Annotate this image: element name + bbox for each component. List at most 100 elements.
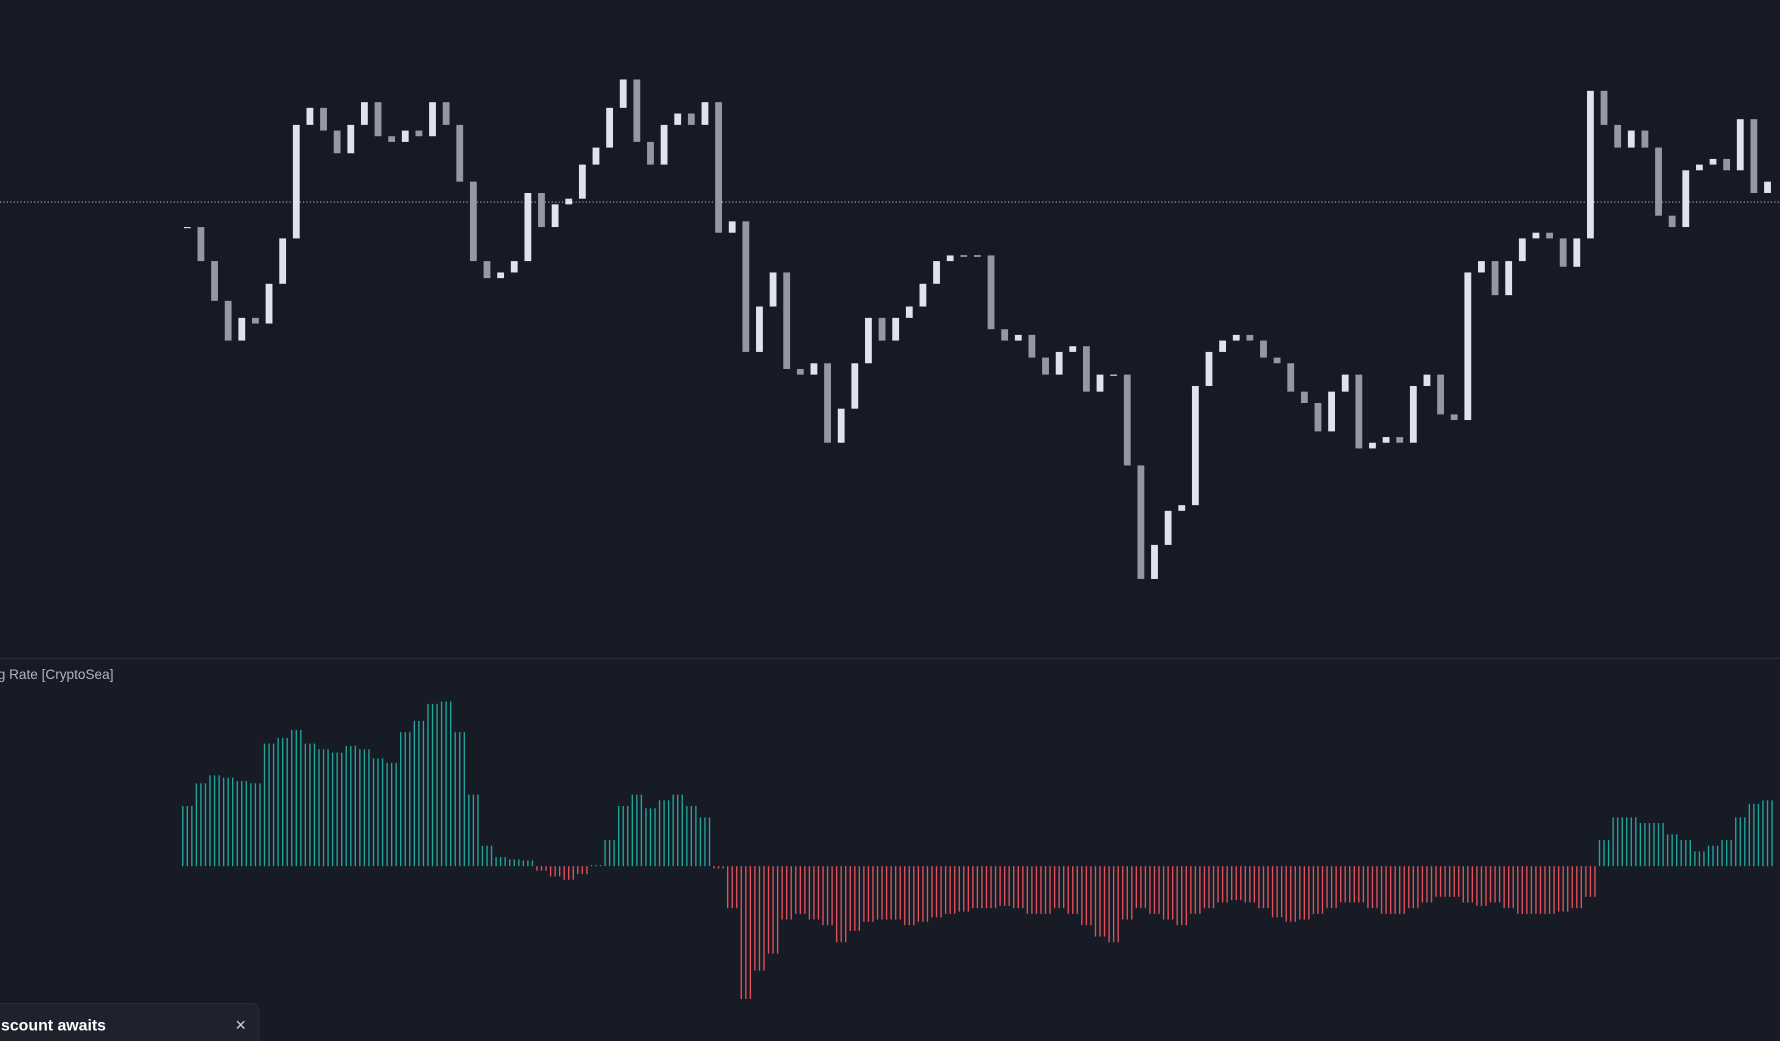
histogram-bar [1190,866,1192,914]
histogram-bar [331,752,334,867]
histogram-bar [241,781,243,867]
histogram-bar [1389,866,1392,914]
histogram-bar [1730,840,1732,867]
histogram-bar [182,806,184,867]
histogram-bar [1099,866,1101,937]
candle [1736,119,1744,171]
histogram-bar [645,808,647,867]
candle [238,317,246,341]
histogram-bar [1417,866,1419,909]
histogram-bar [1744,817,1746,867]
histogram-bar [1144,866,1147,909]
histogram-bar [1226,866,1228,903]
histogram-bar [236,781,238,867]
candle [538,192,545,228]
histogram-bar [200,783,202,867]
histogram-bar [876,866,879,920]
candle [401,130,409,142]
histogram-bar [1707,845,1710,867]
histogram-bar [1680,840,1682,867]
candle [578,164,586,199]
histogram-bar [254,783,257,867]
histogram-bar [1081,866,1083,926]
toast-close[interactable]: × [235,1015,246,1035]
histogram-bar [577,866,579,875]
histogram-bar [1285,866,1287,922]
histogram-bar [1072,866,1074,914]
candle [1668,215,1676,228]
histogram-bar [736,866,738,909]
histogram-bar [1485,866,1487,906]
histogram-bar [232,777,234,867]
histogram-bar [1426,866,1428,903]
candle [1600,90,1608,125]
histogram-bar [1199,866,1201,914]
histogram-bar [1358,866,1360,903]
histogram-bar [413,720,416,867]
candle [728,221,736,233]
candle [878,317,886,341]
histogram-bar [713,866,715,869]
candle [715,102,722,233]
histogram-bar [449,701,452,867]
candle [1559,238,1567,267]
indicator-pane [0,658,1780,1041]
histogram-bar [1408,866,1410,909]
histogram-bar [1621,817,1623,867]
histogram-bar [227,777,229,867]
candle [851,363,859,409]
histogram-bar [1676,834,1678,867]
candle [306,107,314,125]
histogram-bar [677,794,679,867]
candle [960,255,968,257]
candle [796,368,804,375]
histogram-bar [486,845,488,867]
histogram-bar [1753,803,1755,867]
candle [456,124,464,182]
histogram-bar [963,866,965,912]
histogram-bar [263,743,266,867]
candle [1450,414,1458,421]
candle [1300,391,1308,404]
histogram-bar [790,866,792,920]
candle [1655,147,1662,216]
histogram-bar [627,806,629,867]
candle [892,317,900,341]
histogram-bar [327,749,329,867]
candle [619,79,627,108]
histogram-bar [1480,866,1483,906]
histogram-bar [1131,866,1133,920]
histogram-bar [1231,866,1233,901]
histogram-bar [881,866,883,920]
histogram-bar [1244,866,1246,903]
candle [933,261,940,284]
histogram-bar [922,866,924,922]
candle [1273,357,1281,364]
histogram-bar [599,865,602,867]
histogram-bar [309,743,311,867]
candle [687,113,695,125]
histogram-bar [731,866,733,909]
candle [442,102,450,125]
histogram-bar [427,703,429,867]
candle [551,204,559,228]
histogram-bar [817,866,820,920]
histogram-bar [1349,866,1351,903]
histogram-bar [1503,866,1505,909]
candle [483,261,491,279]
histogram-bar [286,737,288,867]
candle [674,113,682,125]
histogram-bar [1267,866,1269,909]
candle [197,227,205,262]
histogram-bar [1644,823,1646,867]
candle [905,306,913,318]
candle [1546,232,1553,239]
histogram-bar [781,866,783,920]
histogram-bar [1635,817,1637,867]
candle [742,221,750,352]
histogram-bar [1571,866,1573,909]
histogram-bar [245,781,248,867]
candle [1205,351,1213,386]
histogram-bar [1339,866,1342,903]
